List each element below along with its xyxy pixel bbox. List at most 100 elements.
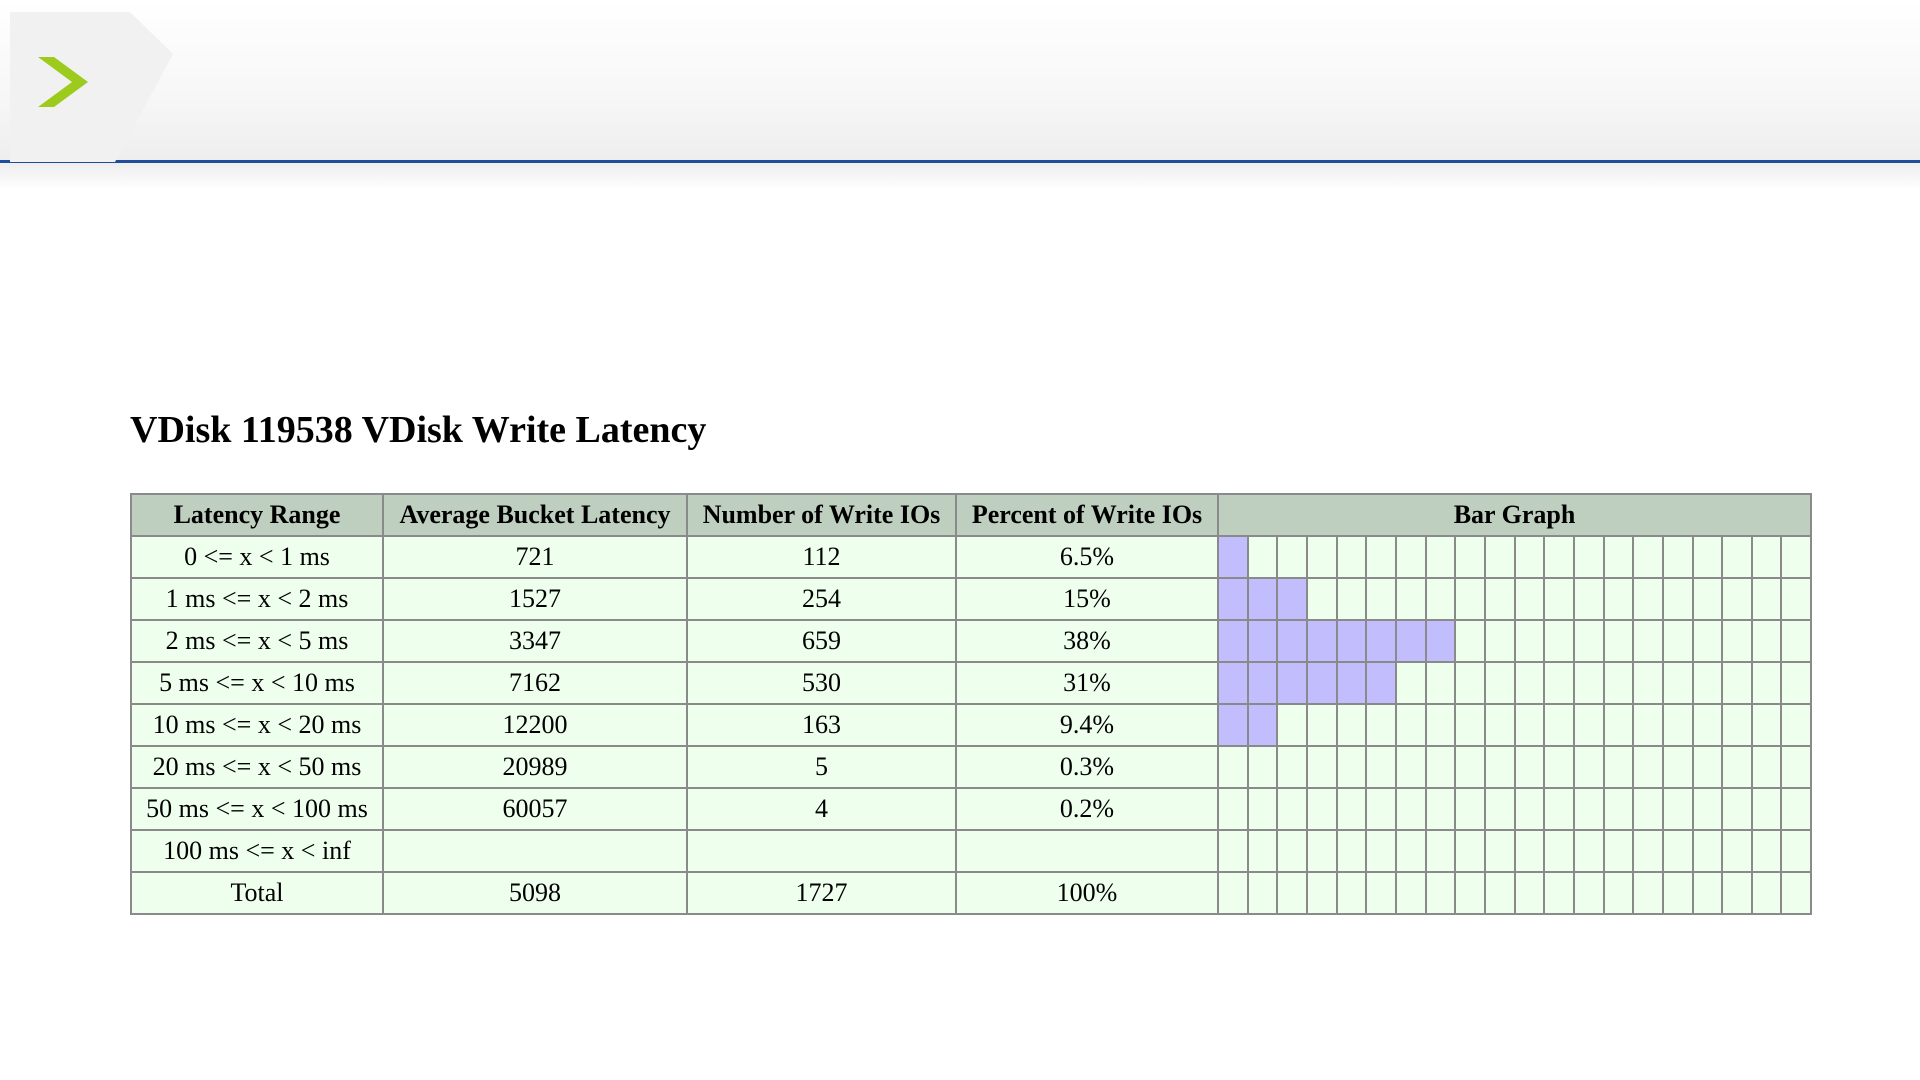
bar-segment — [1664, 664, 1694, 702]
bar-segment — [1782, 580, 1809, 618]
table-row: Total 5098 1727 100% — [130, 871, 1812, 915]
write-io-count-cell: 659 — [686, 619, 957, 663]
bar-track — [1220, 790, 1809, 828]
table-row: 5 ms <= x < 10 ms 7162 530 31% — [130, 661, 1812, 705]
bar-segment — [1782, 706, 1809, 744]
bar-segment — [1220, 790, 1249, 828]
header-bar-graph: Bar Graph — [1217, 493, 1812, 537]
bar-segment-filled — [1278, 580, 1308, 618]
bar-segment-filled — [1220, 706, 1249, 744]
bar-graph-cell — [1217, 535, 1812, 579]
write-io-count-cell: 112 — [686, 535, 957, 579]
bar-graph-cell — [1217, 661, 1812, 705]
bar-segment — [1782, 832, 1809, 870]
bar-track — [1220, 622, 1809, 660]
bar-segment — [1427, 874, 1457, 912]
write-io-count-cell: 163 — [686, 703, 957, 747]
bar-segment-filled — [1278, 622, 1308, 660]
bar-segment — [1427, 538, 1457, 576]
table-row: 1 ms <= x < 2 ms 1527 254 15% — [130, 577, 1812, 621]
bar-segment — [1723, 580, 1753, 618]
write-io-count-cell — [686, 829, 957, 873]
bar-segment-filled — [1396, 622, 1427, 660]
write-io-count-cell: 5 — [686, 745, 957, 789]
write-io-percent-cell: 6.5% — [955, 535, 1219, 579]
bar-segment — [1427, 790, 1457, 828]
bar-segment — [1367, 706, 1397, 744]
bar-graph-cell — [1217, 577, 1812, 621]
bar-segment — [1634, 748, 1664, 786]
bar-segment — [1753, 538, 1783, 576]
bar-segment — [1605, 874, 1635, 912]
write-io-percent-cell — [955, 829, 1219, 873]
bar-segment — [1575, 874, 1605, 912]
bar-segment — [1545, 706, 1575, 744]
write-io-count-cell: 530 — [686, 661, 957, 705]
bar-segment — [1338, 748, 1368, 786]
bar-segment — [1605, 664, 1635, 702]
bar-segment — [1753, 664, 1783, 702]
table-row: 50 ms <= x < 100 ms 60057 4 0.2% — [130, 787, 1812, 831]
bar-segment — [1456, 580, 1486, 618]
bar-segment — [1308, 538, 1338, 576]
bar-segment — [1634, 790, 1664, 828]
bar-segment-filled — [1307, 622, 1338, 660]
bar-segment — [1427, 580, 1457, 618]
bar-segment — [1220, 832, 1249, 870]
bar-segment — [1486, 622, 1516, 660]
bar-segment — [1249, 874, 1279, 912]
bar-segment — [1634, 580, 1664, 618]
bar-segment — [1308, 790, 1338, 828]
bar-segment — [1634, 706, 1664, 744]
write-io-percent-cell: 38% — [955, 619, 1219, 663]
bar-segment — [1516, 622, 1546, 660]
bar-segment — [1308, 874, 1338, 912]
bar-segment — [1367, 874, 1397, 912]
average-latency-cell: 60057 — [382, 787, 688, 831]
bar-segment — [1427, 832, 1457, 870]
bar-track — [1220, 874, 1809, 912]
bar-segment — [1486, 580, 1516, 618]
average-latency-cell: 20989 — [382, 745, 688, 789]
bar-segment — [1516, 748, 1546, 786]
bar-segment — [1723, 790, 1753, 828]
bar-segment — [1308, 748, 1338, 786]
latency-range-cell: 100 ms <= x < inf — [130, 829, 384, 873]
bar-segment — [1634, 832, 1664, 870]
bar-segment — [1575, 622, 1605, 660]
bar-segment — [1605, 790, 1635, 828]
bar-segment — [1397, 664, 1427, 702]
write-io-percent-cell: 100% — [955, 871, 1219, 915]
header-band — [0, 0, 1920, 160]
bar-segment — [1694, 664, 1724, 702]
bar-segment-filled — [1307, 664, 1338, 702]
bar-graph-cell — [1217, 829, 1812, 873]
table-row: 100 ms <= x < inf — [130, 829, 1812, 873]
bar-segment — [1397, 790, 1427, 828]
bar-segment — [1634, 538, 1664, 576]
bar-segment — [1545, 790, 1575, 828]
bar-segment-filled — [1220, 580, 1249, 618]
bar-segment — [1664, 706, 1694, 744]
bar-segment — [1427, 706, 1457, 744]
bar-segment — [1694, 706, 1724, 744]
bar-graph-cell — [1217, 703, 1812, 747]
bar-segment — [1367, 790, 1397, 828]
bar-segment-filled — [1367, 664, 1397, 702]
bar-segment — [1249, 832, 1279, 870]
bar-segment — [1575, 664, 1605, 702]
bar-segment-filled — [1248, 622, 1279, 660]
bar-segment — [1367, 832, 1397, 870]
bar-segment — [1723, 874, 1753, 912]
bar-segment — [1575, 580, 1605, 618]
bar-segment — [1753, 580, 1783, 618]
header-latency-range: Latency Range — [130, 493, 384, 537]
bar-segment — [1516, 874, 1546, 912]
table-header-row: Latency Range Average Bucket Latency Num… — [130, 493, 1812, 537]
bar-segment — [1753, 748, 1783, 786]
bar-segment — [1516, 538, 1546, 576]
bar-segment — [1278, 706, 1308, 744]
bar-segment — [1456, 538, 1486, 576]
write-io-percent-cell: 0.2% — [955, 787, 1219, 831]
bar-segment — [1753, 832, 1783, 870]
